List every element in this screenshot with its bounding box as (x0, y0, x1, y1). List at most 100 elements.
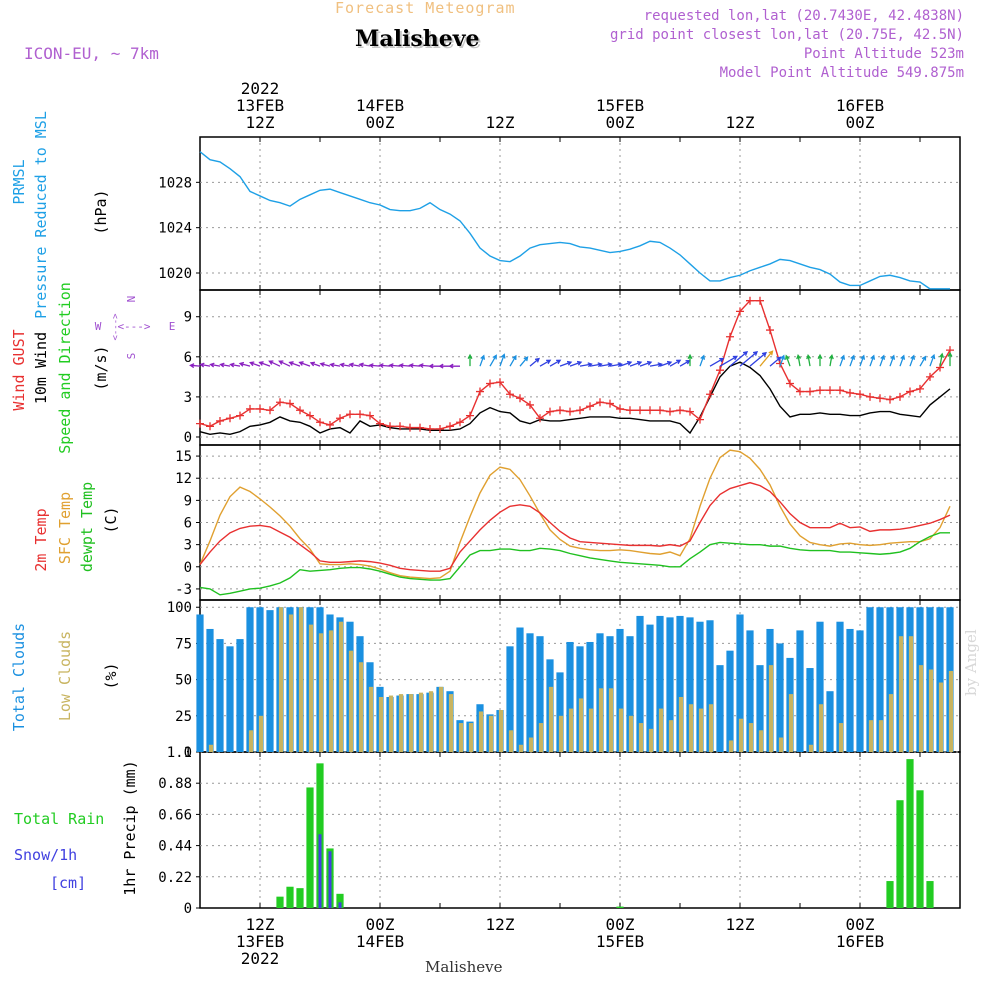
wind-arrow (609, 362, 623, 368)
wind-arrow (899, 354, 906, 367)
total-cloud-bar (196, 614, 204, 752)
low-cloud-bar (578, 698, 584, 752)
precip-unit: 1hr Precip (mm) (121, 760, 139, 895)
total-cloud-bar (816, 621, 824, 752)
low-cloud-bar (588, 708, 594, 752)
gust-point (286, 399, 294, 408)
wind-line (199, 361, 951, 436)
gust-point (916, 384, 924, 393)
y-tick-label: 1024 (158, 221, 192, 237)
gust-point (266, 406, 274, 415)
chart-title: Malisheve (355, 26, 480, 52)
gust-point (196, 419, 204, 428)
gust-point (316, 418, 324, 427)
rain-bar (286, 886, 294, 908)
wind-arrow (438, 363, 450, 369)
low-cloud-bar (338, 621, 344, 752)
top-time-label: 00Z (606, 113, 635, 132)
low-cloud-bar (488, 715, 494, 752)
gust-point (826, 386, 834, 395)
low-cloud-bar (908, 636, 914, 752)
total-cloud-bar (536, 636, 544, 752)
gust-point (596, 398, 604, 407)
wind-arrow (796, 353, 802, 367)
model-label: ICON-EU, ~ 7km (24, 44, 159, 63)
snow-unit: [cm] (50, 874, 86, 892)
wind-arrow (428, 363, 440, 369)
y-tick-label: 3 (184, 390, 192, 406)
gust-point (796, 387, 804, 396)
low-cloud-bar (398, 694, 404, 752)
low-cloud-bar (628, 715, 634, 752)
dewpoint-line (199, 532, 950, 596)
wind-arrow (919, 355, 927, 367)
gust-point (506, 390, 514, 399)
y-tick-label: 100 (167, 600, 192, 616)
gust-point (816, 386, 824, 395)
compass-w: W (95, 320, 102, 333)
clouds-unit: (%) (102, 662, 120, 689)
low-cloud-bar (298, 607, 304, 752)
gust-point (766, 326, 774, 335)
compass-arrow-v: <---> (111, 313, 121, 341)
low-cloud-bar (288, 614, 294, 752)
total-cloud-bar (866, 607, 874, 752)
gust-point (366, 411, 374, 420)
y-tick-label: 9 (184, 310, 192, 326)
pressure-label: PRMSL (10, 159, 28, 204)
wind-arrow (759, 350, 774, 367)
total-cloud-bar (666, 617, 674, 752)
wind-arrow (249, 361, 261, 367)
snow-bar (328, 851, 332, 908)
y-tick-label: 9 (184, 493, 192, 509)
total-cloud-bar (696, 621, 704, 752)
requested-location: requested lon,lat (20.7430E, 42.4838N) (643, 8, 964, 24)
total-cloud-bar (246, 607, 254, 752)
sfc-temp-line (199, 449, 951, 580)
low-cloud-bar (728, 740, 734, 752)
y-tick-label: 12 (175, 471, 192, 487)
gust-point (376, 419, 384, 428)
gust-point (746, 296, 754, 305)
wind-arrow (889, 354, 896, 367)
low-cloud-bar (438, 686, 444, 752)
low-cloud-bar (418, 692, 424, 752)
gust-point (586, 402, 594, 411)
y-tick-label: 0 (184, 901, 192, 917)
low-cloud-bar (638, 723, 644, 752)
low-cloud-bar (208, 744, 214, 752)
panel-frame-1 (199, 289, 961, 446)
low-cloud-bar (458, 723, 464, 752)
gust-point (416, 423, 424, 432)
low-cloud-bar (668, 720, 674, 752)
compass-arrow: <---> (117, 320, 150, 333)
gust-point (606, 399, 614, 408)
total-cloud-bar (226, 646, 234, 752)
wind-arrow (479, 354, 486, 367)
wind-arrow (448, 363, 460, 369)
pressure-line (199, 151, 950, 290)
gust-point (516, 394, 524, 403)
compass-s: S (125, 353, 138, 360)
low-cloud-bar (328, 630, 334, 752)
gust-point (926, 372, 934, 381)
wind-unit: (m/s) (92, 345, 110, 390)
total-cloud-bar (716, 665, 724, 752)
gust-point (446, 422, 454, 431)
wind-arrow (619, 360, 633, 367)
low-cloud-bar (318, 633, 324, 752)
y-tick-label: 0 (184, 430, 192, 446)
gust-point (806, 387, 814, 396)
gust-point (356, 410, 364, 419)
gust-point (756, 296, 764, 305)
gust-point (256, 404, 264, 413)
wind-arrow (569, 360, 583, 367)
compass-n: N (125, 296, 138, 303)
top-time-label: 00Z (366, 113, 395, 132)
wind-arrow (209, 362, 221, 368)
bottom-time-label: 00Z (606, 915, 635, 934)
low-cloud-bar (648, 728, 654, 752)
low-cloud-bar (898, 636, 904, 752)
total-cloud-bar (506, 646, 514, 752)
low-cloud-bar (368, 686, 374, 752)
